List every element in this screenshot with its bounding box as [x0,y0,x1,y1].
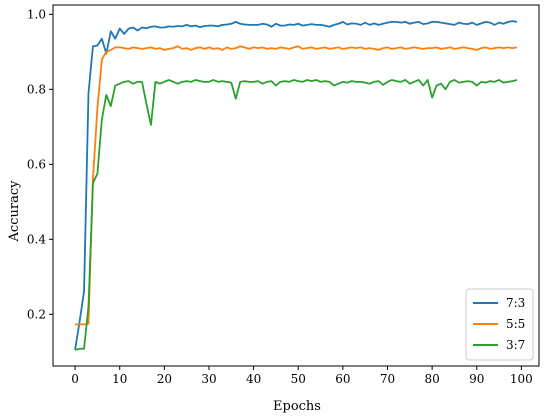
x-tick-label: 10 [112,372,127,386]
x-axis: 0 10 20 30 40 50 60 70 80 90 100 [71,366,533,386]
y-tick-label: 0.2 [27,307,46,321]
x-tick-label: 0 [71,372,79,386]
x-tick-label: 40 [246,372,261,386]
x-tick-label: 50 [291,372,306,386]
y-tick-label: 0.6 [27,157,46,171]
plot-area-frame [52,4,540,367]
x-tick-label: 70 [380,372,395,386]
y-tick-label: 1.0 [27,7,46,21]
series-line-5-5 [75,45,518,326]
x-tick-label: 90 [469,372,484,386]
x-tick-label: 30 [201,372,216,386]
legend: 7:3 5:5 3:7 [465,288,534,361]
series-line-3-7 [74,79,518,351]
x-tick-label: 80 [424,372,439,386]
series-lines [74,20,518,351]
legend-box [465,288,534,361]
y-tick-label: 0.4 [27,232,46,246]
x-axis-label: Epochs [273,399,321,414]
x-tick-label: 60 [335,372,350,386]
x-tick-label: 20 [157,372,172,386]
legend-label: 7:3 [506,296,525,310]
legend-label: 3:7 [506,338,525,352]
series-line-7-3 [74,20,518,351]
y-axis: 0.2 0.4 0.6 0.8 1.0 [27,7,53,321]
y-axis-label: Accuracy [7,180,22,243]
x-tick-label: 100 [510,372,533,386]
y-tick-label: 0.8 [27,82,46,96]
legend-label: 5:5 [506,317,525,331]
